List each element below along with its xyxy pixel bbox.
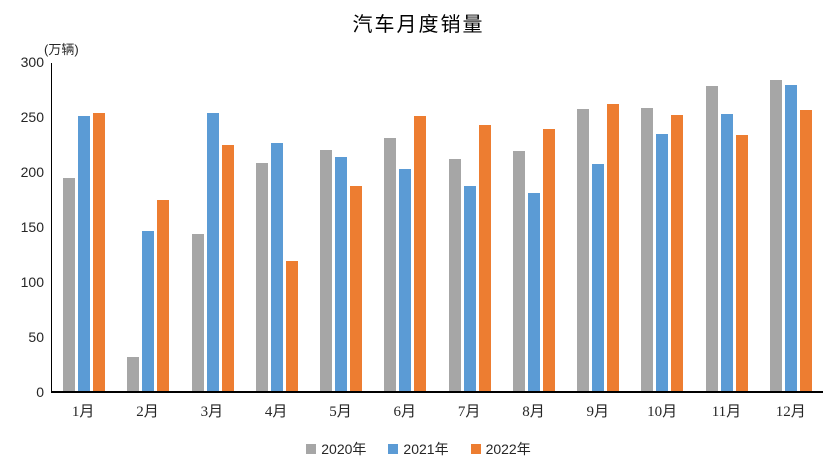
bar-2020年-6月	[384, 138, 397, 391]
bar-group-8月	[502, 63, 566, 391]
y-axis-unit-label: (万辆)	[44, 42, 79, 57]
bar-2021年-9月	[592, 163, 605, 391]
legend-item-2022年: 2022年	[470, 439, 531, 459]
bar-2022年-12月	[799, 109, 812, 391]
bar-2020年-1月	[63, 177, 76, 391]
chart-title: 汽车月度销量	[352, 14, 485, 36]
bar-group-4月	[245, 63, 309, 391]
bar-2021年-5月	[335, 156, 348, 391]
x-tick-label-4月: 4月	[264, 404, 288, 420]
bar-2022年-2月	[157, 199, 170, 391]
bar-2022年-1月	[93, 112, 106, 391]
x-tick-label-8月: 8月	[522, 404, 545, 420]
bar-2020年-8月	[512, 150, 525, 391]
x-tick-label-12月: 12月	[775, 404, 806, 420]
x-tick-label-10月: 10月	[647, 404, 678, 420]
bar-2021年-2月	[142, 230, 155, 391]
legend-item-2021年: 2021年	[388, 439, 449, 459]
bar-2022年-6月	[414, 115, 427, 391]
bar-2021年-6月	[399, 169, 412, 391]
x-tick-label-9月: 9月	[586, 404, 610, 420]
bar-group-7月	[438, 63, 502, 391]
x-tick-label-1月: 1月	[71, 404, 95, 420]
bar-group-12月	[759, 63, 823, 391]
bar-2022年-7月	[478, 124, 491, 391]
bar-2020年-12月	[769, 79, 782, 391]
bar-group-2月	[116, 63, 180, 391]
x-tick-label-6月: 6月	[393, 404, 417, 420]
bar-2021年-11月	[720, 113, 733, 391]
legend-swatch-icon	[470, 444, 481, 454]
x-tick-label-2月: 2月	[136, 404, 159, 420]
legend: 2020年 2021年 2022年	[0, 439, 837, 459]
bar-2022年-10月	[671, 115, 684, 391]
bar-group-10月	[630, 63, 694, 391]
bar-group-9月	[566, 63, 630, 391]
y-tick-label: 300	[20, 54, 44, 70]
bar-2020年-9月	[577, 108, 590, 391]
bar-2021年-8月	[527, 193, 540, 391]
legend-label: 2021年	[403, 441, 449, 457]
legend-swatch-icon	[306, 444, 317, 454]
y-tick-label: 100	[20, 274, 44, 290]
bar-2021年-7月	[463, 185, 476, 391]
bar-2022年-3月	[221, 145, 234, 391]
y-tick-label: 150	[20, 219, 44, 235]
y-tick-label: 250	[20, 109, 44, 125]
bar-2022年-9月	[607, 103, 620, 391]
bar-2020年-10月	[641, 107, 654, 391]
bar-2020年-7月	[448, 158, 461, 391]
x-tick-label-7月: 7月	[457, 404, 481, 420]
bar-group-6月	[373, 63, 437, 391]
plot-area	[51, 63, 823, 393]
x-tick-label-5月: 5月	[329, 404, 352, 420]
bar-2020年-5月	[320, 149, 333, 391]
bar-2022年-4月	[285, 261, 298, 391]
legend-swatch-icon	[388, 444, 399, 454]
y-tick-label: 0	[36, 384, 44, 400]
bar-group-1月	[52, 63, 116, 391]
bar-2020年-2月	[127, 356, 140, 391]
bar-2020年-4月	[255, 163, 268, 391]
bar-2020年-11月	[705, 86, 718, 391]
bar-2020年-3月	[191, 233, 204, 391]
y-axis: 0 50 100 150 200 250 300	[0, 0, 44, 466]
bar-group-11月	[695, 63, 759, 391]
legend-label: 2020年	[321, 441, 367, 457]
bar-2022年-11月	[735, 134, 748, 391]
legend-label: 2022年	[485, 441, 531, 457]
bar-2021年-3月	[206, 113, 219, 391]
bar-2022年-5月	[350, 186, 363, 391]
y-tick-label: 200	[20, 164, 44, 180]
bar-2021年-4月	[270, 143, 283, 391]
bar-2021年-10月	[656, 134, 669, 391]
bar-group-5月	[309, 63, 373, 391]
y-tick-label: 50	[28, 329, 44, 345]
bar-2021年-12月	[784, 84, 797, 391]
x-axis: 1月 2月 3月 4月 5月 6月 7月 8月 9月 10月 11月 12月	[51, 400, 823, 421]
bar-group-3月	[181, 63, 245, 391]
bar-2021年-1月	[78, 115, 91, 391]
x-tick-label-11月: 11月	[711, 404, 742, 420]
legend-item-2020年: 2020年	[306, 439, 366, 459]
bar-2022年-8月	[542, 128, 555, 391]
x-tick-label-3月: 3月	[200, 404, 224, 420]
